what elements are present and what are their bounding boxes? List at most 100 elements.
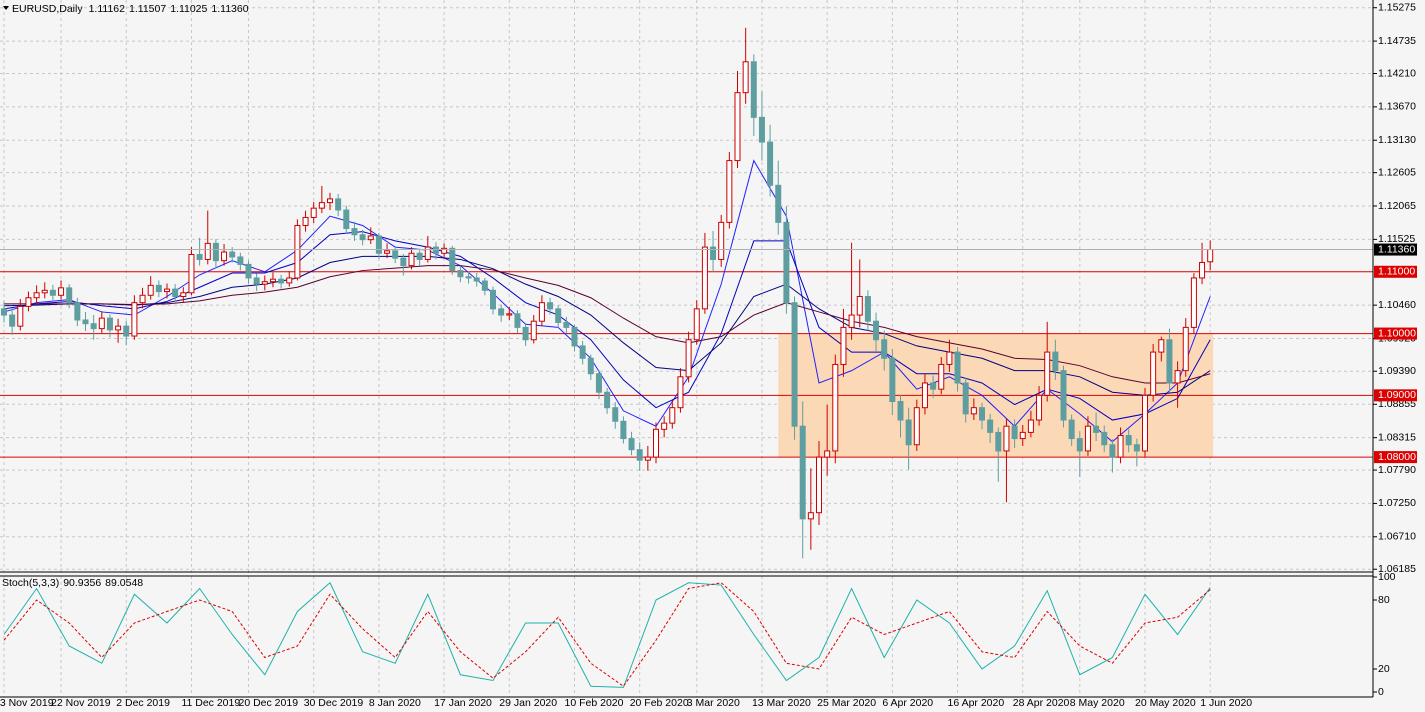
x-tick-label: 29 Jan 2020: [499, 697, 557, 709]
candle-body: [1036, 394, 1043, 421]
candle-body: [82, 319, 89, 325]
candle-body: [1117, 434, 1124, 458]
candle-body: [848, 314, 855, 328]
y-tick-label: 1.14210: [1378, 67, 1416, 79]
candle-body: [783, 221, 790, 304]
x-tick-label: 20 Feb 2020: [630, 697, 689, 709]
candle-body: [791, 302, 798, 427]
candle-body: [913, 407, 920, 446]
stochastic-line: [3, 581, 1211, 688]
candle-body: [90, 323, 97, 330]
candle-body: [938, 363, 945, 390]
candle-body: [286, 277, 293, 284]
candle-body: [375, 235, 382, 254]
candle-body: [522, 326, 529, 341]
stoch-signal-value: 89.0548: [105, 577, 143, 589]
candle-body: [237, 256, 244, 265]
candle-body: [628, 438, 635, 451]
x-tick-label: 25 Mar 2020: [817, 697, 876, 709]
candle-body: [873, 320, 880, 341]
candle-body: [498, 308, 505, 316]
symbol-title: EURUSD,Daily: [12, 3, 83, 15]
level-tag: [1374, 265, 1417, 278]
candle-body: [587, 357, 594, 375]
y-tick-label: 20: [1378, 663, 1390, 675]
y-tick-label: 1.15275: [1378, 2, 1416, 14]
candle-body: [930, 382, 937, 390]
candle-body: [693, 308, 700, 341]
candle-body: [441, 247, 448, 254]
candle-body: [734, 92, 741, 162]
candle-body: [1190, 277, 1197, 328]
candle-body: [9, 314, 16, 327]
candle-body: [538, 302, 545, 322]
candle-body: [432, 246, 439, 254]
x-tick-label: 2 Dec 2019: [116, 697, 170, 709]
candle-body: [644, 456, 651, 461]
indicator-header: Stoch(5,3,3) 90.9356 89.0548: [2, 577, 143, 589]
candle-body: [1199, 262, 1206, 279]
candle-body: [123, 325, 130, 337]
candle-body: [481, 280, 488, 291]
y-tick-label: 1.10460: [1378, 299, 1416, 311]
candle-body: [465, 276, 472, 279]
candle-body: [824, 450, 831, 458]
candle-body: [106, 317, 113, 331]
x-tick-label: 6 Apr 2020: [882, 697, 933, 709]
close-price: 1.11360: [211, 3, 248, 15]
y-tick-label: 100: [1378, 571, 1396, 583]
level-label: 1.09000: [1378, 389, 1416, 401]
y-tick-label: 1.11525: [1378, 233, 1415, 245]
candle-body: [612, 407, 619, 422]
candle-body: [514, 313, 521, 328]
level-tag: [1374, 451, 1417, 464]
candle-body: [327, 198, 333, 204]
candle-body: [636, 449, 643, 461]
candle-body: [1109, 444, 1116, 458]
y-tick-label: 1.08315: [1378, 431, 1416, 443]
x-tick-label: 28 Apr 2020: [1013, 697, 1070, 709]
candle-body: [832, 363, 839, 452]
candle-body: [979, 407, 985, 421]
y-tick-label: 80: [1378, 594, 1390, 606]
candle-body: [367, 235, 374, 241]
candle-body: [25, 297, 32, 307]
low-price: 1.11025: [170, 3, 207, 15]
candle-body: [1133, 444, 1140, 452]
candle-body: [620, 420, 627, 440]
candle-body: [775, 184, 782, 223]
candle-body: [530, 320, 537, 341]
stoch-main-value: 90.9356: [63, 577, 101, 589]
candle-body: [1011, 425, 1018, 440]
candle-body: [889, 357, 896, 403]
candle-body: [563, 321, 570, 328]
candle-body: [1174, 370, 1181, 384]
x-tick-label: 20 May 2020: [1135, 697, 1196, 709]
candle-body: [962, 382, 969, 415]
candle-body: [408, 252, 415, 267]
candle-body: [490, 289, 496, 310]
candle-body: [685, 339, 692, 378]
high-price: 1.11507: [129, 3, 166, 15]
candle-body: [701, 246, 708, 310]
candle-body: [1060, 370, 1067, 421]
candle-body: [253, 277, 260, 285]
candle-body: [1, 308, 7, 316]
x-tick-label: 8 Jan 2020: [369, 697, 421, 709]
candle-body: [1166, 339, 1173, 384]
candle-body: [750, 61, 757, 118]
candle-body: [1027, 419, 1034, 433]
candle-body: [131, 302, 138, 337]
candle-body: [172, 288, 179, 298]
y-tick-label: 1.12065: [1378, 200, 1416, 212]
chart-header: EURUSD,Daily 1.11162 1.11507 1.11025 1.11360: [12, 3, 249, 15]
candle-body: [864, 296, 871, 322]
candle-body: [881, 339, 888, 359]
candle-body: [661, 422, 668, 430]
candle-body: [767, 141, 774, 186]
candle-body: [269, 278, 276, 283]
candle-body: [946, 351, 953, 365]
header-icon: [3, 6, 9, 10]
candle-body: [33, 292, 40, 299]
candle-body: [1182, 326, 1189, 372]
